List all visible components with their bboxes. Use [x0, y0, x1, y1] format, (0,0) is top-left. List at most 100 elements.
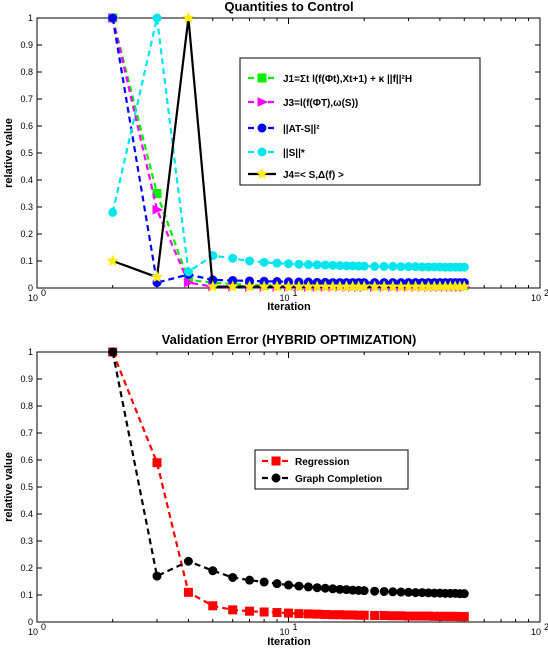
legend-marker [257, 123, 267, 133]
data-point [303, 609, 313, 619]
data-point [228, 605, 238, 615]
y-tick-label: 0 [28, 617, 33, 627]
data-point [370, 261, 380, 271]
data-point [151, 270, 163, 283]
y-tick-label: 0.2 [20, 563, 33, 573]
legend-marker [257, 73, 267, 83]
data-point [284, 259, 293, 269]
legend-marker [257, 147, 267, 157]
data-point [258, 280, 271, 292]
data-point [228, 253, 238, 263]
data-point [359, 261, 369, 271]
data-point [272, 579, 282, 589]
y-tick-label: 0.4 [20, 175, 33, 185]
y-tick-label: 0.1 [20, 256, 33, 266]
data-point [294, 259, 304, 269]
legend-box [239, 57, 481, 186]
data-point [358, 280, 371, 292]
x-tick-exponent: 1 [293, 288, 298, 298]
y-tick-label: 0.9 [20, 40, 33, 50]
x-tick-label: 10 [28, 627, 38, 637]
legend-marker [257, 97, 269, 107]
data-point [182, 11, 195, 24]
series-group [106, 11, 471, 292]
data-point [271, 280, 283, 292]
data-point [370, 586, 380, 596]
y-tick-label: 1 [28, 347, 33, 357]
data-point [282, 280, 295, 292]
data-point [152, 13, 162, 23]
y-tick-label: 0.7 [20, 428, 33, 438]
x-tick-label: 10 [28, 293, 38, 303]
data-point [396, 587, 406, 597]
data-point [303, 582, 313, 592]
data-point [206, 280, 219, 292]
x-tick-label: 10 [279, 293, 289, 303]
data-point [108, 207, 118, 217]
data-point [284, 580, 293, 590]
data-point [259, 257, 269, 267]
data-point [294, 581, 304, 591]
legend-entries: Regression Graph Completion [262, 456, 382, 485]
data-point [284, 608, 293, 618]
data-point [152, 571, 162, 581]
y-tick-label: 0 [28, 283, 33, 293]
data-point [388, 261, 398, 271]
data-point [245, 606, 255, 616]
y-axis-label: relative value [3, 452, 15, 522]
data-point [183, 277, 195, 288]
y-tick-label: 0.8 [20, 401, 33, 411]
data-point [208, 566, 218, 576]
data-point [459, 262, 469, 272]
legend-label: Regression [295, 457, 349, 468]
data-point [183, 267, 193, 277]
data-point [396, 611, 406, 621]
data-point [379, 586, 389, 596]
chart-title: Validation Error (HYBRID OPTIMIZATION) [162, 332, 417, 347]
data-point [272, 258, 282, 268]
y-tick-label: 0.5 [20, 148, 33, 158]
y-tick-label: 0.9 [20, 374, 33, 384]
y-tick-label: 0.7 [20, 94, 33, 104]
chart-title: Quantities to Control [224, 0, 353, 14]
legend: J1=Σt l(f(Φt),Xt+1) + κ ||f||²H J3=l(f(ΦT… [239, 57, 481, 186]
y-tick-label: 0.1 [20, 590, 33, 600]
data-point [359, 586, 369, 596]
data-point [312, 583, 322, 593]
data-point [379, 611, 389, 621]
x-tick-exponent: 2 [544, 622, 548, 632]
data-point [368, 280, 381, 292]
y-tick-label: 0.6 [20, 455, 33, 465]
data-point [226, 280, 239, 292]
y-tick-label: 0.2 [20, 229, 33, 239]
x-tick-exponent: 0 [41, 288, 46, 298]
legend-label: ||AT-S||² [283, 124, 320, 135]
data-point [108, 13, 118, 23]
data-point [228, 572, 238, 582]
x-tick-exponent: 0 [41, 622, 46, 632]
data-point [320, 609, 330, 619]
data-point [152, 458, 162, 468]
legend-label: J3=l(f(ΦT),ω(S)) [283, 98, 358, 109]
data-point [294, 609, 304, 619]
legend-label: J4=< S,Δ(f) > [283, 170, 344, 181]
data-point [106, 254, 119, 267]
data-point [370, 611, 380, 621]
legend-marker [271, 473, 281, 483]
y-tick-label: 0.8 [20, 67, 33, 77]
data-point [183, 556, 193, 566]
data-point [152, 204, 164, 215]
data-point [245, 575, 255, 585]
legend-entries: J1=Σt l(f(Φt),Xt+1) + κ ||f||²H J3=l(f(ΦT… [248, 73, 412, 181]
data-point [396, 262, 406, 272]
x-tick-label: 10 [531, 293, 541, 303]
data-point [359, 610, 369, 620]
legend-label: ||S||* [283, 148, 305, 159]
data-point [245, 256, 255, 266]
data-point [459, 589, 469, 599]
x-tick-label: 10 [531, 627, 541, 637]
data-point [312, 260, 322, 270]
